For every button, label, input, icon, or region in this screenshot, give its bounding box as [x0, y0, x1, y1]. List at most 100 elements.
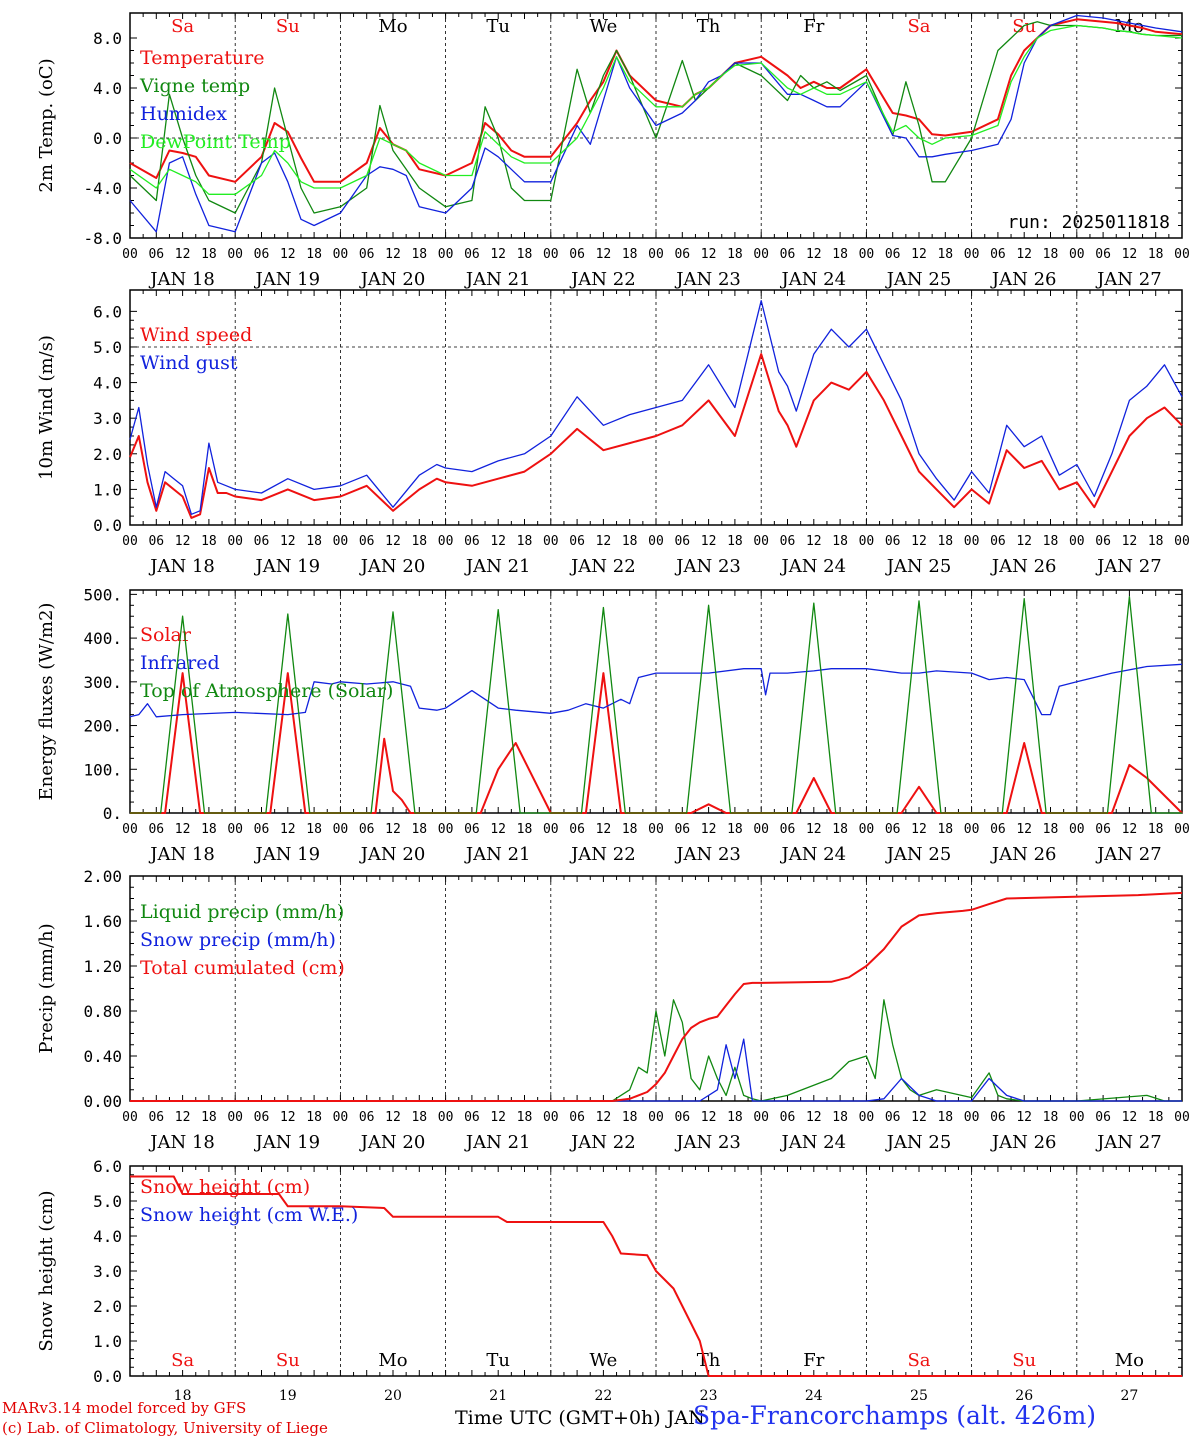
hour-tick-label: 00	[122, 247, 138, 262]
weekday-label: Tu	[486, 1350, 510, 1371]
hour-tick-label: 12	[1016, 534, 1032, 549]
hour-tick-label: 06	[990, 534, 1006, 549]
date-label: JAN 24	[780, 1132, 847, 1153]
date-label: JAN 25	[885, 269, 952, 290]
lab-credit: (c) Lab. of Climatology, University of L…	[2, 1419, 328, 1437]
hour-tick-label: 00	[753, 1110, 769, 1125]
hour-tick-label: 00	[333, 534, 349, 549]
hour-tick-label: 18	[832, 1110, 848, 1125]
date-label: JAN 22	[569, 844, 636, 865]
hour-tick-label: 12	[1016, 822, 1032, 837]
hour-tick-label: 06	[1095, 247, 1111, 262]
y-axis-label: Snow height (cm)	[36, 1190, 57, 1351]
legend-entry: Wind speed	[140, 324, 252, 346]
day-number-label: 23	[700, 1388, 718, 1404]
hour-tick-label: 18	[411, 1110, 427, 1125]
date-label: JAN 21	[464, 844, 531, 865]
hour-tick-label: 06	[885, 1110, 901, 1125]
y-tick-label: 400.	[83, 629, 122, 648]
hour-tick-label: 12	[806, 534, 822, 549]
hour-tick-label: 06	[569, 534, 585, 549]
date-label: JAN 22	[569, 269, 636, 290]
legend-entry: Top of Atmosphere (Solar)	[140, 680, 393, 702]
hour-tick-label: 00	[753, 822, 769, 837]
hour-tick-label: 06	[674, 1110, 690, 1125]
hour-tick-label: 18	[937, 247, 953, 262]
y-axis-label: Precip (mm/h)	[36, 923, 57, 1053]
hour-tick-label: 12	[701, 534, 717, 549]
y-tick-label: 3.0	[93, 1262, 122, 1281]
hour-tick-label: 12	[911, 247, 927, 262]
hour-tick-label: 06	[780, 1110, 796, 1125]
run-annotation: run: 2025011818	[1007, 212, 1170, 233]
hour-tick-label: 06	[464, 247, 480, 262]
series-line-top-of-atmosphere-solar-	[130, 595, 1182, 814]
y-tick-label: 2.0	[93, 445, 122, 464]
y-tick-label: 1.60	[83, 912, 122, 931]
legend-entry: Solar	[140, 624, 192, 646]
series-line-dewpoint-temp	[129, 24, 1183, 195]
hour-tick-label: 00	[964, 822, 980, 837]
weekday-label: Su	[276, 1350, 300, 1371]
hour-tick-label: 00	[543, 1110, 559, 1125]
y-tick-label: 2.00	[83, 867, 122, 886]
hour-tick-label: 06	[1095, 1110, 1111, 1125]
hour-tick-label: 18	[201, 1110, 217, 1125]
hour-tick-label: 18	[937, 1110, 953, 1125]
date-label: JAN 26	[990, 1132, 1057, 1153]
date-label: JAN 20	[359, 844, 426, 865]
date-label: JAN 19	[254, 556, 321, 577]
date-label: JAN 24	[780, 844, 847, 865]
date-label: JAN 21	[464, 556, 531, 577]
hour-tick-label: 06	[148, 822, 164, 837]
hour-tick-label: 18	[937, 534, 953, 549]
series-line-temperature	[129, 18, 1183, 183]
y-tick-label: 2.0	[93, 1297, 122, 1316]
weekday-label: Mo	[378, 16, 407, 37]
hour-tick-label: 06	[885, 534, 901, 549]
hour-tick-label: 06	[464, 534, 480, 549]
weekday-label: Sa	[907, 16, 930, 37]
y-tick-label: 1.0	[93, 1332, 122, 1351]
hour-tick-label: 00	[648, 247, 664, 262]
hour-tick-label: 18	[937, 822, 953, 837]
hour-tick-label: 18	[622, 247, 638, 262]
hour-tick-label: 00	[227, 247, 243, 262]
date-label: JAN 18	[148, 269, 215, 290]
series-line-snow-height-cm-	[130, 1175, 1182, 1377]
hour-tick-label: 12	[490, 534, 506, 549]
date-label: JAN 23	[674, 556, 741, 577]
day-number-label: 22	[594, 1388, 612, 1404]
hour-tick-label: 06	[674, 534, 690, 549]
date-label: JAN 26	[990, 556, 1057, 577]
y-tick-label: 4.0	[93, 79, 122, 98]
hour-tick-label: 00	[1174, 247, 1190, 262]
date-label: JAN 27	[1095, 1132, 1162, 1153]
hour-tick-label: 00	[648, 822, 664, 837]
hour-tick-label: 00	[333, 822, 349, 837]
series-line-wind-gust	[129, 300, 1183, 515]
y-tick-label: 500.	[83, 585, 122, 604]
weekday-label: We	[590, 1350, 618, 1371]
y-tick-label: 0.0	[93, 129, 122, 148]
hour-tick-label: 00	[964, 247, 980, 262]
date-label: JAN 21	[464, 269, 531, 290]
hour-tick-label: 06	[359, 247, 375, 262]
hour-tick-label: 06	[1095, 822, 1111, 837]
hour-tick-label: 00	[1069, 822, 1085, 837]
hour-tick-label: 18	[201, 534, 217, 549]
legend-entry: Wind gust	[140, 352, 238, 374]
day-number-label: 21	[489, 1388, 507, 1404]
y-tick-label: 3.0	[93, 409, 122, 428]
date-label: JAN 27	[1095, 844, 1162, 865]
weekday-label: Mo	[378, 1350, 407, 1371]
y-tick-label: 300.	[83, 673, 122, 692]
hour-tick-label: 18	[1148, 534, 1164, 549]
hour-tick-label: 18	[411, 247, 427, 262]
date-label: JAN 24	[780, 556, 847, 577]
hour-tick-label: 06	[780, 534, 796, 549]
legend-entry: Vigne temp	[139, 75, 250, 97]
y-tick-label: 0.0	[93, 1367, 122, 1386]
legend-entry: Temperature	[140, 47, 264, 69]
